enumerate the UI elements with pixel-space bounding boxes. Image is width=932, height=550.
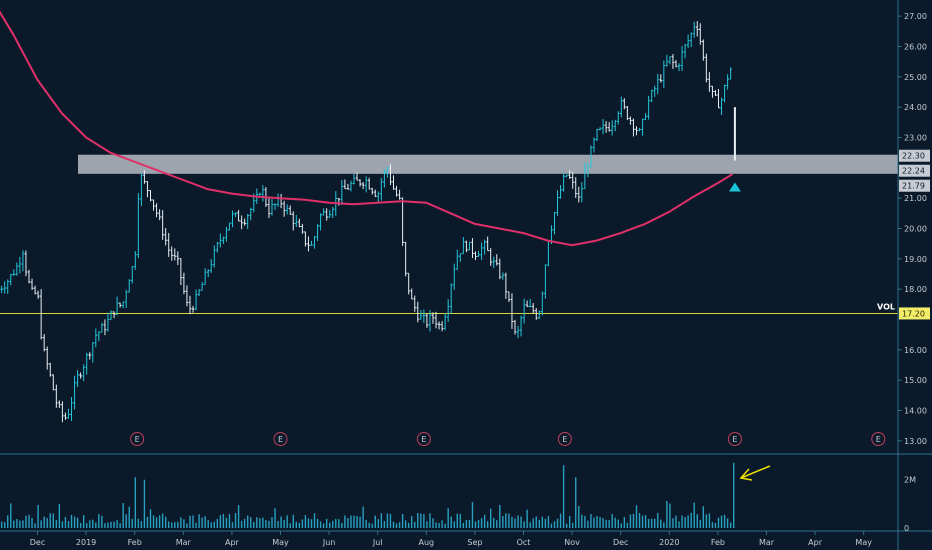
price-label-badge — [899, 164, 930, 177]
earnings-marker — [416, 432, 431, 446]
y-tick-label: 15.00 — [904, 376, 927, 385]
y-tick-label: 24.00 — [904, 103, 927, 112]
volume-bars-group — [0, 462, 735, 528]
earnings-marker-label: E — [135, 435, 140, 444]
earnings-marker-label: E — [421, 435, 426, 444]
x-tick-label: Apr — [225, 538, 240, 547]
x-tick-label: May — [855, 538, 872, 547]
volume-arrow-head — [739, 468, 753, 481]
earnings-marker-label: E — [876, 435, 881, 444]
earnings-marker-label: E — [278, 435, 283, 444]
price-label-text: 22.24 — [902, 167, 925, 176]
x-tick-label: Dec — [30, 538, 45, 547]
volume-arrow-annotation — [740, 465, 771, 479]
price-label-text: 21.79 — [902, 182, 925, 191]
x-tick-label: Nov — [564, 538, 580, 547]
earnings-marker — [130, 432, 145, 446]
y-tick-label: 13.00 — [904, 437, 927, 446]
entry-triangle-marker — [728, 182, 741, 192]
y-tick-label: 25.00 — [904, 73, 927, 82]
candles-group — [0, 21, 732, 423]
earnings-marker-label: E — [562, 435, 567, 444]
resistance-zone — [78, 154, 898, 174]
earnings-marker — [871, 432, 886, 446]
volume-tick-label: 2M — [904, 476, 916, 485]
y-tick-label: 21.00 — [904, 194, 927, 203]
x-tick-label: Mar — [759, 538, 775, 547]
y-tick-label: 18.00 — [904, 285, 927, 294]
price-label-badge — [899, 149, 930, 162]
x-tick-label: Feb — [128, 538, 142, 547]
x-tick-label: Aug — [418, 538, 434, 547]
volume-tick-label: 0 — [904, 524, 909, 533]
y-tick-label: 16.00 — [904, 346, 927, 355]
x-tick-label: Jul — [372, 538, 383, 547]
x-tick-label: Sep — [467, 538, 482, 547]
x-tick-label: Feb — [711, 538, 725, 547]
y-tick-label: 19.00 — [904, 255, 927, 264]
earnings-marker — [557, 432, 572, 446]
x-tick-label: Oct — [517, 538, 531, 547]
x-tick-label: 2020 — [659, 538, 679, 547]
price-label-text: 17.20 — [902, 309, 925, 318]
earnings-marker — [727, 432, 742, 446]
x-tick-label: 2019 — [76, 538, 96, 547]
y-tick-label: 27.00 — [904, 12, 927, 21]
y-tick-label: 20.00 — [904, 225, 927, 234]
level-label: VOL — [877, 302, 895, 311]
x-tick-label: Jun — [322, 538, 336, 547]
earnings-marker-label: E — [732, 435, 737, 444]
y-tick-label: 14.00 — [904, 407, 927, 416]
price-label-text: 22.30 — [902, 152, 925, 161]
earnings-marker — [273, 432, 288, 446]
y-tick-label: 26.00 — [904, 42, 927, 51]
price-label-badge — [899, 307, 930, 320]
price-label-badge — [899, 179, 930, 192]
moving-average-line — [0, 10, 734, 247]
y-tick-label: 23.00 — [904, 133, 927, 142]
x-tick-label: May — [272, 538, 289, 547]
x-tick-label: Apr — [808, 538, 823, 547]
x-tick-label: Dec — [613, 538, 628, 547]
x-tick-label: Mar — [176, 538, 192, 547]
